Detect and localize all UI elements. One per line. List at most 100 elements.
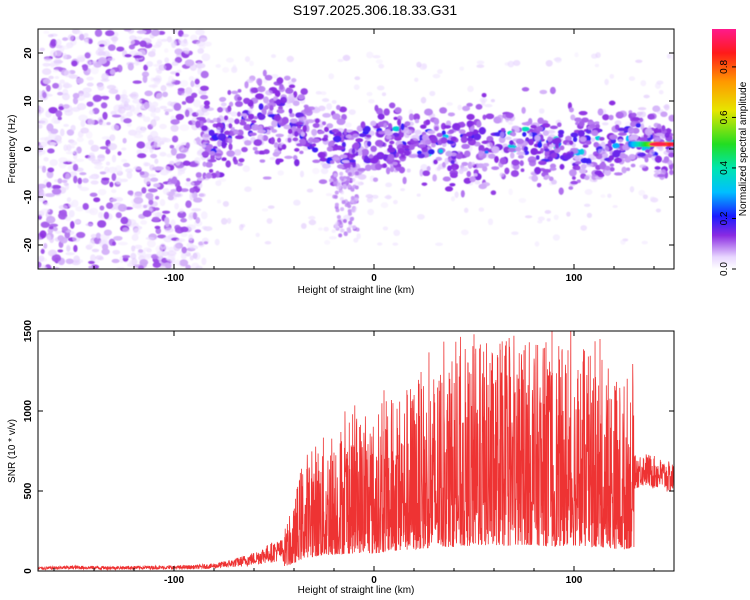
spectrogram-blob (253, 116, 259, 120)
spectrogram-blob (120, 216, 129, 225)
spectrogram-blob (90, 233, 98, 239)
spectrogram-blob (180, 232, 188, 238)
spectrogram-blob (451, 166, 457, 171)
spectrogram-blob (142, 116, 151, 123)
spectrogram-blob (195, 172, 202, 178)
spectrogram-blob (600, 156, 606, 163)
spectrogram-blob (270, 54, 277, 59)
spectrogram-blob (82, 87, 92, 93)
spectrogram-blob (329, 160, 335, 164)
spectrogram-blob (191, 117, 198, 124)
spectrogram-blob (387, 147, 396, 153)
spectrogram-blob (348, 220, 353, 225)
spectrogram-blob (164, 48, 169, 53)
spectrogram-blob (570, 114, 576, 121)
spectrogram-blob (343, 232, 348, 237)
spectrogram-blob (324, 126, 329, 133)
spectrogram-blob (103, 39, 111, 47)
spectrogram-blob (174, 202, 179, 210)
spectrogram-blob (185, 200, 192, 209)
spectrogram-blob (57, 116, 62, 121)
spectrogram-blob (175, 185, 183, 193)
spectrogram-blob (397, 118, 402, 126)
spectrogram-blob (128, 44, 135, 50)
spectrogram-blob (66, 244, 71, 253)
bottom-y-tick-label: 1000 (23, 399, 34, 422)
spectrogram-blob (180, 226, 189, 233)
spectrogram-blob (200, 211, 208, 220)
spectrogram-blob (113, 235, 123, 241)
spectrogram-blob (166, 82, 176, 86)
spectrogram-blob (136, 141, 146, 149)
spectrogram-blob (312, 159, 321, 163)
spectrogram-blob (433, 159, 438, 165)
spectrogram-blob (352, 225, 357, 230)
spectrogram-blob (528, 131, 533, 138)
spectrogram-blob (258, 103, 264, 111)
spectrogram-blob (87, 117, 95, 126)
spectrogram-blob (86, 67, 92, 74)
spectrogram-blob (176, 69, 182, 74)
spectrogram-blob (227, 117, 235, 124)
spectrogram-blob (230, 111, 238, 117)
spectrogram-blob (180, 252, 187, 260)
spectrogram-blob (348, 159, 356, 163)
spectrogram-blob (345, 134, 353, 139)
spectrogram-blob (475, 104, 483, 110)
spectrogram-blob (79, 33, 85, 41)
spectrogram-blob (39, 230, 47, 239)
spectrogram-blob (169, 160, 175, 166)
colorbar-gradient (712, 29, 736, 269)
spectrogram-blob (121, 147, 127, 151)
spectrogram-blob (614, 172, 623, 176)
spectrogram-blob (70, 220, 75, 229)
spectrogram-blob (604, 165, 611, 171)
spectrogram-blob (457, 104, 462, 111)
spectrogram-blob (584, 175, 590, 180)
spectrogram-blob (67, 165, 75, 171)
spectrogram-blob (505, 112, 514, 119)
spectrogram-blob (251, 120, 257, 124)
spectrogram-blob (342, 54, 351, 62)
spectrogram-blob (201, 257, 207, 266)
spectrogram-blob (45, 93, 53, 97)
spectrogram-blob (232, 64, 237, 72)
spectrogram-blob (594, 63, 600, 68)
spectrogram-blob (539, 134, 544, 141)
spectrogram-blob (186, 177, 191, 182)
spectrogram-blob (107, 143, 118, 151)
spectrogram-blob (166, 153, 173, 158)
spectrogram-blob (584, 188, 593, 196)
spectrogram-blob (152, 166, 162, 171)
spectrogram-blob (612, 150, 620, 158)
spectrogram-blob (442, 162, 446, 168)
spectrogram-blob (351, 148, 356, 154)
spectrogram-blob (461, 162, 468, 166)
spectrogram-blob (86, 82, 94, 87)
spectrogram-blob (319, 124, 324, 128)
spectrogram-blob (447, 112, 455, 117)
spectrogram-blob (60, 128, 65, 137)
spectrogram-blob (331, 229, 336, 233)
spectrogram-blob (170, 39, 177, 48)
spectrogram-blob (140, 220, 148, 225)
spectrogram-blob (123, 29, 132, 32)
spectrogram-blob (376, 152, 385, 160)
spectrogram-blob (89, 175, 96, 179)
spectrogram-blob (179, 124, 190, 132)
spectrogram-blob (84, 38, 90, 45)
spectrogram-blob (331, 128, 340, 133)
spectrogram-blob (365, 164, 372, 172)
spectrogram-blob (660, 111, 668, 117)
spectrogram-blob (85, 131, 93, 139)
spectrogram-blob (664, 103, 670, 111)
spectrogram-blob (432, 73, 441, 79)
spectrogram-blob (466, 120, 473, 128)
spectrogram-blob (221, 217, 228, 225)
spectrogram-blob (202, 133, 210, 141)
spectrogram-blob (294, 130, 299, 137)
spectrogram-blob (385, 135, 392, 140)
spectrogram-blob (122, 162, 131, 168)
spectrogram-blob (201, 125, 208, 132)
spectrogram-blob (460, 166, 468, 172)
